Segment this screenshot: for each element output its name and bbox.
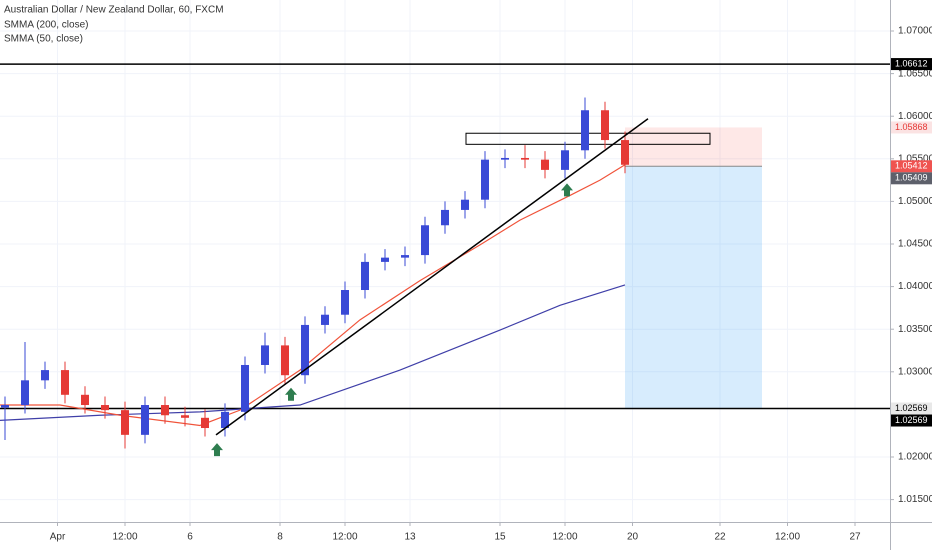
candle-body — [341, 290, 349, 315]
x-tick-label: Apr — [50, 532, 66, 543]
price-label: 1.05412 — [895, 161, 928, 171]
stop-zone — [625, 127, 762, 167]
x-tick-label: 15 — [494, 532, 506, 543]
x-tick-label: 12:00 — [775, 532, 800, 543]
x-tick-label: 12:00 — [552, 532, 577, 543]
up-arrow — [285, 387, 297, 401]
candle-body — [1, 405, 9, 408]
up-arrow — [561, 183, 573, 197]
y-tick-label: 1.05000 — [898, 196, 932, 207]
candle-body — [81, 394, 89, 406]
y-tick-label: 1.06500 — [898, 68, 932, 79]
y-tick-label: 1.01500 — [898, 494, 932, 505]
candle-body — [301, 324, 309, 376]
candle-body — [561, 150, 569, 170]
candle-body — [61, 370, 69, 395]
price-label-bg — [891, 402, 932, 415]
candle-body — [481, 159, 489, 200]
x-tick-label: 20 — [627, 532, 639, 543]
price-label: 1.05868 — [895, 122, 928, 132]
candle-body — [501, 157, 509, 160]
y-tick-label: 1.02000 — [898, 452, 932, 463]
candle-body — [401, 255, 409, 258]
candle-body — [221, 411, 229, 429]
candle-body — [201, 417, 209, 429]
x-tick-label: 13 — [404, 532, 416, 543]
candle-body — [541, 159, 549, 170]
candle-body — [121, 410, 129, 435]
symbol-title: Australian Dollar / New Zealand Dollar, … — [4, 5, 224, 16]
y-tick-label: 1.04500 — [898, 239, 932, 250]
y-tick-label: 1.03500 — [898, 324, 932, 335]
candle-body — [241, 364, 249, 412]
legend-entry: SMMA (50, close) — [4, 34, 83, 45]
price-label: 1.02569 — [895, 415, 928, 425]
x-tick-label: 12:00 — [332, 532, 357, 543]
candle-body — [181, 415, 189, 418]
candle-body — [101, 405, 109, 411]
legend-entry: SMMA (200, close) — [4, 20, 88, 31]
candle-body — [441, 209, 449, 226]
y-tick-label: 1.07000 — [898, 26, 932, 37]
target-zone — [625, 166, 762, 409]
x-tick-label: 22 — [714, 532, 726, 543]
candle-body — [141, 405, 149, 435]
candle-body — [321, 314, 329, 325]
candle-body — [601, 110, 609, 141]
candle-body — [21, 380, 29, 406]
candle-body — [461, 199, 469, 210]
candle-body — [581, 110, 589, 151]
price-label-bg — [891, 121, 932, 134]
y-tick-label: 1.03000 — [898, 366, 932, 377]
candle-body — [261, 345, 269, 365]
candle-body — [41, 370, 49, 381]
price-label-bg — [891, 160, 932, 173]
x-tick-label: 27 — [849, 532, 861, 543]
candle-body — [381, 257, 389, 262]
candle-body — [281, 345, 289, 376]
price-label-bg — [891, 172, 932, 185]
y-tick-label: 1.05500 — [898, 153, 932, 164]
price-label-bg — [891, 58, 932, 71]
price-label-bg — [891, 414, 932, 427]
candle-body — [161, 405, 169, 416]
price-label: 1.05409 — [895, 173, 928, 183]
x-tick-label: 6 — [187, 532, 193, 543]
candle-body — [421, 225, 429, 256]
candle-body — [621, 140, 629, 165]
price-label: 1.06612 — [895, 58, 928, 68]
candle-body — [361, 261, 369, 291]
plot-area — [0, 0, 890, 522]
x-tick-label: 12:00 — [112, 532, 137, 543]
x-tick-label: 8 — [277, 532, 283, 543]
y-tick-label: 1.04000 — [898, 281, 932, 292]
up-arrow — [211, 443, 223, 457]
candle-body — [521, 157, 529, 160]
trendline — [215, 118, 649, 436]
y-tick-label: 1.06000 — [898, 111, 932, 122]
price-label: 1.02569 — [895, 403, 928, 413]
